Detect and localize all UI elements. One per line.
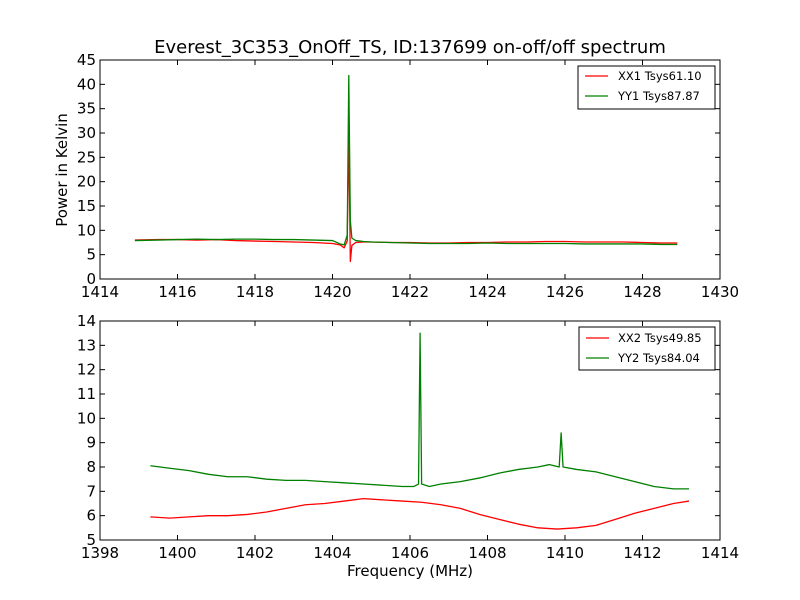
bottom-y-tick-label-2: 7 [86, 482, 96, 500]
top-x-tick-label-2: 1418 [236, 283, 274, 301]
top-x-tick-label-6: 1426 [546, 283, 584, 301]
top-x-tick-label-5: 1424 [468, 283, 506, 301]
bottom-y-tick-label-3: 8 [86, 458, 96, 476]
top-y-tick-label-8: 40 [77, 75, 96, 93]
top-y-tick-label-6: 30 [77, 124, 96, 142]
top-x-tick-label-0: 1414 [81, 283, 119, 301]
top-x-tick-label-3: 1420 [313, 283, 351, 301]
top-legend: XX1 Tsys61.10 YY1 Tsys87.87 [577, 65, 716, 110]
bottom-legend-box [578, 326, 716, 371]
top-plot-frame [99, 59, 721, 280]
top-y-tick-label-5: 25 [77, 148, 96, 166]
top-x-tick-label-1: 1416 [158, 283, 196, 301]
bottom-y-tick-label-7: 12 [77, 361, 96, 379]
top-y-tick-label-7: 35 [77, 100, 96, 118]
bottom-x-tick-label-4: 1406 [391, 544, 429, 562]
bottom-y-tick-label-0: 5 [86, 531, 96, 549]
bottom-x-tick-label-6: 1410 [546, 544, 584, 562]
bottom-x-tick-label-3: 1404 [313, 544, 351, 562]
top-y-axis-label: Power in Kelvin [53, 113, 71, 227]
bottom-x-axis-label: Frequency (MHz) [347, 562, 473, 580]
top-x-tick-label-7: 1428 [623, 283, 661, 301]
bottom-legend-label-yy2: YY2 Tsys84.04 [617, 351, 700, 365]
bottom-y-tick-label-9: 14 [77, 312, 96, 330]
top-y-tick-label-4: 20 [77, 173, 96, 191]
bottom-tick-layer: 1398 1400 1402 1404 1406 1408 1410 1412 14145678… [77, 312, 739, 562]
bottom-plot-frame [99, 320, 721, 541]
top-y-tick-label-3: 15 [77, 197, 96, 215]
top-panel: Power in Kelvin 1414 1416 1418 1420 1422 1424… [53, 51, 739, 301]
bottom-x-tick-label-0: 1398 [81, 544, 119, 562]
top-x-tick-label-8: 1430 [701, 283, 739, 301]
top-y-tick-label-0: 0 [86, 270, 96, 288]
bottom-series-layer [150, 332, 690, 530]
bottom-panel: Frequency (MHz) 1398 1400 1402 1404 1406 1408… [77, 312, 739, 580]
top-y-tick-label-2: 10 [77, 221, 96, 239]
bottom-x-tick-label-5: 1408 [468, 544, 506, 562]
bottom-series-line-2 [150, 332, 689, 490]
bottom-y-tick-label-5: 10 [77, 409, 96, 427]
top-legend-label-xx1: XX1 Tsys61.10 [618, 69, 702, 83]
top-y-tick-label-1: 5 [86, 246, 96, 264]
bottom-x-tick-label-8: 1414 [701, 544, 739, 562]
bottom-series-line-1 [150, 497, 690, 530]
top-y-tick-label-9: 45 [77, 51, 96, 69]
top-tick-layer: 1414 1416 1418 1420 1422 1424 1426 1428 1430 0 5 10… [77, 51, 739, 301]
bottom-y-tick-label-6: 11 [77, 385, 96, 403]
top-legend-label-yy1: YY1 Tsys87.87 [617, 89, 700, 103]
bottom-y-tick-label-4: 9 [86, 434, 96, 452]
top-series-layer [134, 74, 678, 263]
bottom-x-tick-label-2: 1402 [236, 544, 274, 562]
top-legend-box [577, 65, 716, 110]
top-series-line-1 [134, 132, 678, 263]
bottom-x-tick-label-1: 1400 [158, 544, 196, 562]
top-series-line-2 [134, 74, 678, 246]
top-x-tick-label-4: 1422 [391, 283, 429, 301]
bottom-legend: XX2 Tsys49.85 YY2 Tsys84.04 [578, 326, 716, 371]
bottom-legend-label-xx2: XX2 Tsys49.85 [618, 331, 702, 345]
chart-title: Everest_3C353_OnOff_TS, ID:137699 on-off… [154, 37, 666, 58]
bottom-x-tick-label-7: 1412 [623, 544, 661, 562]
bottom-y-tick-label-1: 6 [86, 507, 96, 525]
bottom-y-tick-label-8: 13 [77, 336, 96, 354]
